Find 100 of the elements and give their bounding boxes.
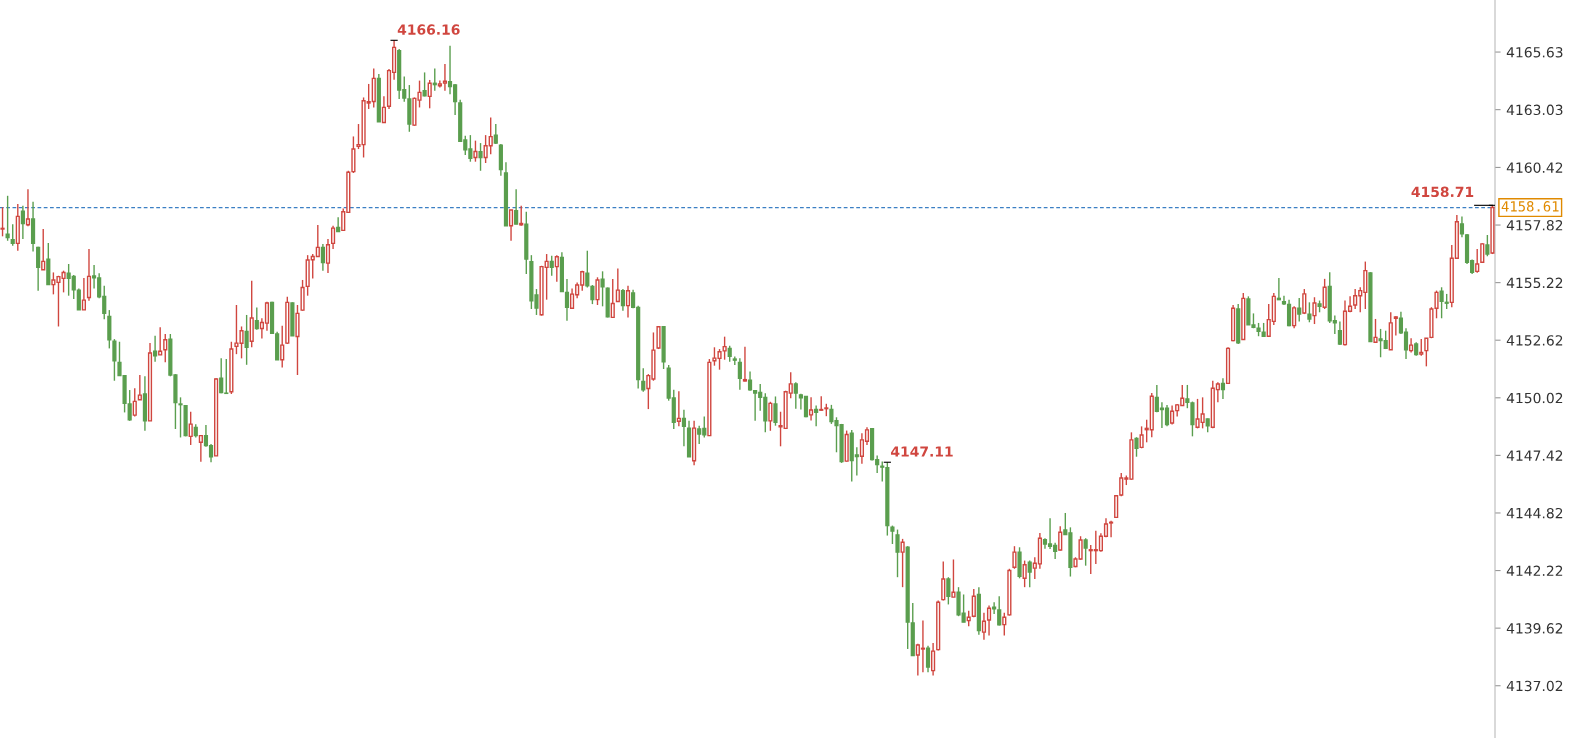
candlestick bbox=[1012, 545, 1017, 570]
candlestick bbox=[219, 357, 224, 394]
candlestick bbox=[442, 63, 448, 92]
candlestick bbox=[198, 434, 203, 463]
candlestick bbox=[163, 333, 168, 364]
candlestick bbox=[590, 284, 595, 305]
candlestick bbox=[280, 325, 285, 369]
candlestick bbox=[946, 576, 951, 606]
candlestick bbox=[1022, 559, 1027, 588]
candlestick bbox=[427, 79, 432, 110]
candlestick bbox=[1058, 525, 1063, 552]
candlestick bbox=[615, 267, 620, 303]
candlestick bbox=[0, 206, 5, 238]
y-tick-label: 4137.02 bbox=[1506, 680, 1563, 692]
candlestick bbox=[1297, 297, 1302, 323]
candlestick bbox=[488, 116, 493, 155]
candlestick bbox=[971, 588, 976, 618]
candlestick bbox=[625, 285, 631, 319]
candlestick bbox=[112, 338, 117, 382]
candlestick bbox=[773, 395, 778, 427]
candlestick bbox=[925, 644, 931, 673]
y-tick-label: 4142.22 bbox=[1506, 565, 1563, 576]
candlestick bbox=[300, 279, 305, 312]
candlestick bbox=[493, 123, 498, 145]
candlestick bbox=[249, 279, 254, 348]
candlestick bbox=[1424, 337, 1429, 368]
y-tick-label: 4152.62 bbox=[1506, 335, 1563, 346]
candlestick bbox=[320, 243, 325, 272]
candlestick bbox=[595, 276, 600, 306]
candlestick bbox=[859, 432, 865, 465]
candlestick bbox=[254, 306, 259, 331]
candlestick bbox=[895, 528, 900, 578]
candlestick bbox=[473, 139, 478, 163]
candlestick bbox=[10, 223, 15, 247]
candlestick bbox=[1312, 296, 1317, 325]
y-tick-label: 4139.62 bbox=[1506, 623, 1563, 634]
ref-line-label: 4158.61 bbox=[1501, 201, 1559, 212]
candlestick bbox=[508, 209, 514, 242]
candlestick bbox=[41, 228, 46, 271]
candlestick bbox=[330, 225, 336, 250]
candlestick bbox=[1439, 286, 1444, 319]
candlestick bbox=[549, 255, 554, 277]
candlestick bbox=[244, 314, 249, 366]
candlestick bbox=[941, 560, 946, 602]
candlestick bbox=[153, 335, 158, 363]
candlestick bbox=[1108, 520, 1114, 539]
candlestick bbox=[325, 238, 331, 274]
y-tick-label: 4160.42 bbox=[1506, 162, 1563, 173]
candlestick bbox=[1286, 298, 1292, 327]
candlestick bbox=[1373, 318, 1378, 344]
candlestick bbox=[793, 381, 798, 410]
candlestick bbox=[610, 278, 615, 319]
candlestick bbox=[178, 396, 183, 439]
candlestick bbox=[951, 558, 956, 598]
y-tick-label: 4155.22 bbox=[1506, 277, 1563, 289]
candlestick bbox=[514, 188, 519, 225]
candlestick bbox=[620, 288, 626, 312]
candlestick bbox=[132, 387, 137, 418]
y-tick-label: 4157.82 bbox=[1506, 220, 1563, 231]
candlestick bbox=[336, 216, 341, 233]
annotation: 4147.11 bbox=[891, 446, 953, 457]
y-tick-label: 4165.63 bbox=[1506, 47, 1563, 58]
candlestick bbox=[1220, 377, 1226, 400]
candlestick bbox=[20, 205, 25, 240]
candlestick bbox=[137, 374, 142, 401]
candlestick bbox=[1170, 404, 1175, 426]
candlestick bbox=[295, 304, 300, 376]
candlestick bbox=[1480, 242, 1485, 264]
candlestick bbox=[981, 612, 987, 641]
candlestick bbox=[641, 367, 646, 393]
candlestick bbox=[315, 224, 320, 258]
candlestick bbox=[900, 538, 905, 588]
candlestick bbox=[264, 300, 270, 332]
candlestick bbox=[1485, 234, 1490, 257]
candlestick bbox=[519, 205, 524, 227]
y-tick-label: 4163.03 bbox=[1506, 104, 1563, 116]
candlestick bbox=[351, 135, 356, 174]
candlestick bbox=[808, 396, 814, 422]
candlestick bbox=[986, 604, 992, 637]
candlestick bbox=[478, 142, 483, 172]
candlestick bbox=[697, 425, 702, 445]
candlestick bbox=[5, 195, 10, 242]
candlestick bbox=[1047, 517, 1053, 550]
candlestick bbox=[676, 390, 681, 428]
candlestick bbox=[1353, 288, 1358, 310]
candlestick bbox=[1302, 288, 1307, 315]
candlestick bbox=[25, 188, 31, 228]
y-tick-label: 4144.82 bbox=[1506, 507, 1563, 519]
candlestick bbox=[1083, 537, 1088, 567]
candlestick bbox=[1475, 248, 1480, 274]
candlestick bbox=[920, 619, 926, 673]
candlestick bbox=[737, 357, 742, 391]
candlestick bbox=[681, 409, 687, 447]
candlestick bbox=[158, 326, 163, 356]
candlestick bbox=[1134, 436, 1139, 458]
candlestick bbox=[36, 246, 41, 292]
annotation: 4166.16 bbox=[397, 24, 460, 35]
candlestick bbox=[1164, 404, 1170, 428]
annotation: 4158.71 bbox=[1411, 186, 1474, 198]
candlestick bbox=[1307, 301, 1312, 323]
